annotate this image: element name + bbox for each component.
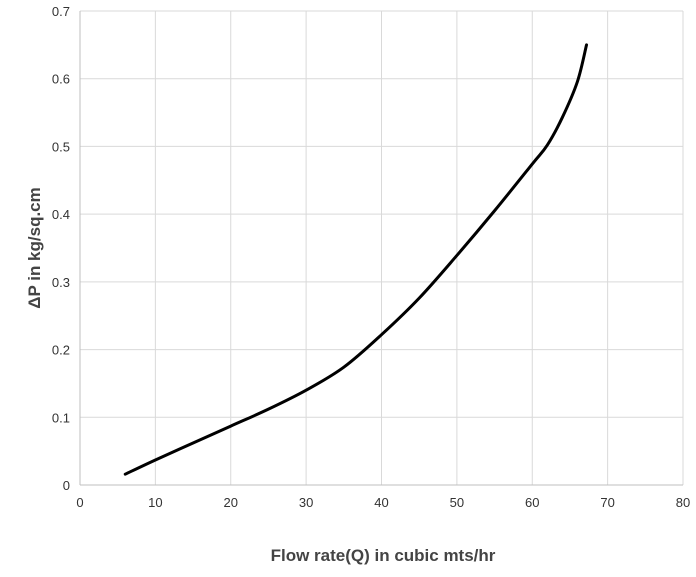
x-tick-label: 10 xyxy=(148,495,162,510)
x-axis-title: Flow rate(Q) in cubic mts/hr xyxy=(271,546,496,565)
y-tick-label: 0.2 xyxy=(52,343,70,358)
grid-lines xyxy=(80,10,684,485)
series-line xyxy=(123,43,589,476)
y-tick-label: 0.1 xyxy=(52,410,70,425)
x-tick-label: 50 xyxy=(450,495,464,510)
y-tick-label: 0.7 xyxy=(52,4,70,19)
x-tick-label: 20 xyxy=(224,495,238,510)
y-axis-title: ΔP in kg/sq.cm xyxy=(25,187,44,309)
x-tick-label: 0 xyxy=(76,495,83,510)
y-tick-label: 0.6 xyxy=(52,72,70,87)
series-group xyxy=(123,43,589,476)
axes xyxy=(79,11,683,486)
x-tick-label: 70 xyxy=(600,495,614,510)
y-tick-label: 0.5 xyxy=(52,139,70,154)
x-tick-label: 40 xyxy=(374,495,388,510)
x-tick-label: 30 xyxy=(299,495,313,510)
y-tick-labels: 0 0.1 0.2 0.3 0.4 0.5 0.6 0.7 xyxy=(52,4,70,493)
y-tick-label: 0 xyxy=(63,478,70,493)
x-tick-labels: 0 10 20 30 40 50 60 70 80 xyxy=(76,495,690,510)
x-tick-label: 80 xyxy=(676,495,690,510)
x-tick-label: 60 xyxy=(525,495,539,510)
y-tick-label: 0.4 xyxy=(52,207,70,222)
y-tick-label: 0.3 xyxy=(52,275,70,290)
